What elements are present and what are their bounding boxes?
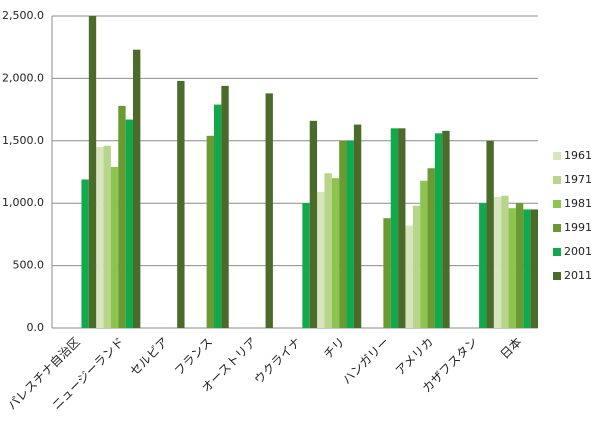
x-tick-label: 日本: [498, 335, 525, 362]
bar: [412, 205, 421, 328]
bar: [420, 180, 428, 328]
bar: [110, 167, 119, 328]
bar: [339, 140, 347, 328]
y-tick-label: 1,500.0: [2, 134, 44, 147]
bar: [221, 85, 229, 328]
bar: [434, 133, 443, 328]
legend-label: 2011: [564, 269, 592, 282]
legend-swatch: [553, 176, 561, 184]
bar: [96, 147, 104, 328]
bar: [214, 104, 222, 328]
bar: [353, 124, 362, 329]
bar: [324, 173, 332, 328]
bar: [523, 209, 531, 328]
bar: [398, 128, 406, 328]
x-tick-label: セルビア: [127, 335, 171, 379]
x-tick-label: ウクライナ: [251, 335, 303, 387]
bar: [508, 208, 516, 328]
x-tick-label: フランス: [172, 335, 216, 379]
bar: [493, 196, 502, 328]
y-tick-label: 0.0: [27, 321, 45, 334]
bar: [390, 128, 399, 328]
y-tick-label: 1,000.0: [2, 196, 44, 209]
bar: [442, 130, 450, 328]
bar: [383, 218, 391, 328]
bar: [515, 203, 524, 328]
legend-label: 2001: [564, 245, 592, 258]
x-tick-label: パレスチナ自治区: [5, 335, 83, 413]
x-tick-label: チリ: [321, 335, 348, 362]
legend-swatch: [553, 248, 561, 256]
bar: [331, 178, 340, 328]
legend-swatch: [553, 152, 561, 160]
x-tick-label: ハンガリー: [340, 335, 392, 387]
legend-swatch: [553, 272, 561, 280]
bar: [88, 16, 97, 328]
bar: [81, 179, 89, 328]
bar: [309, 120, 318, 328]
bar: [177, 80, 185, 328]
bar: [486, 140, 494, 328]
y-tick-label: 2,500.0: [2, 9, 44, 22]
y-tick-label: 500.0: [13, 259, 45, 272]
legend-label: 1961: [564, 149, 592, 162]
legend-label: 1981: [564, 197, 592, 210]
bar: [427, 168, 435, 328]
bar: [265, 93, 273, 328]
bar: [118, 105, 126, 328]
bar: [133, 49, 141, 329]
bar: [302, 203, 310, 328]
bar: [501, 195, 509, 328]
bar: [206, 135, 214, 328]
bar: [530, 209, 538, 328]
legend-swatch: [553, 224, 561, 232]
bar: [405, 225, 413, 328]
x-tick-label: アメリカ: [393, 335, 436, 378]
bar: [103, 145, 111, 328]
bar: [346, 140, 354, 328]
legend-label: 1971: [564, 173, 592, 186]
y-tick-label: 2,000.0: [2, 71, 44, 84]
legend-swatch: [553, 200, 561, 208]
bar: [479, 203, 487, 328]
bar: [317, 191, 325, 328]
legend-label: 1991: [564, 221, 592, 234]
bar: [125, 119, 133, 328]
